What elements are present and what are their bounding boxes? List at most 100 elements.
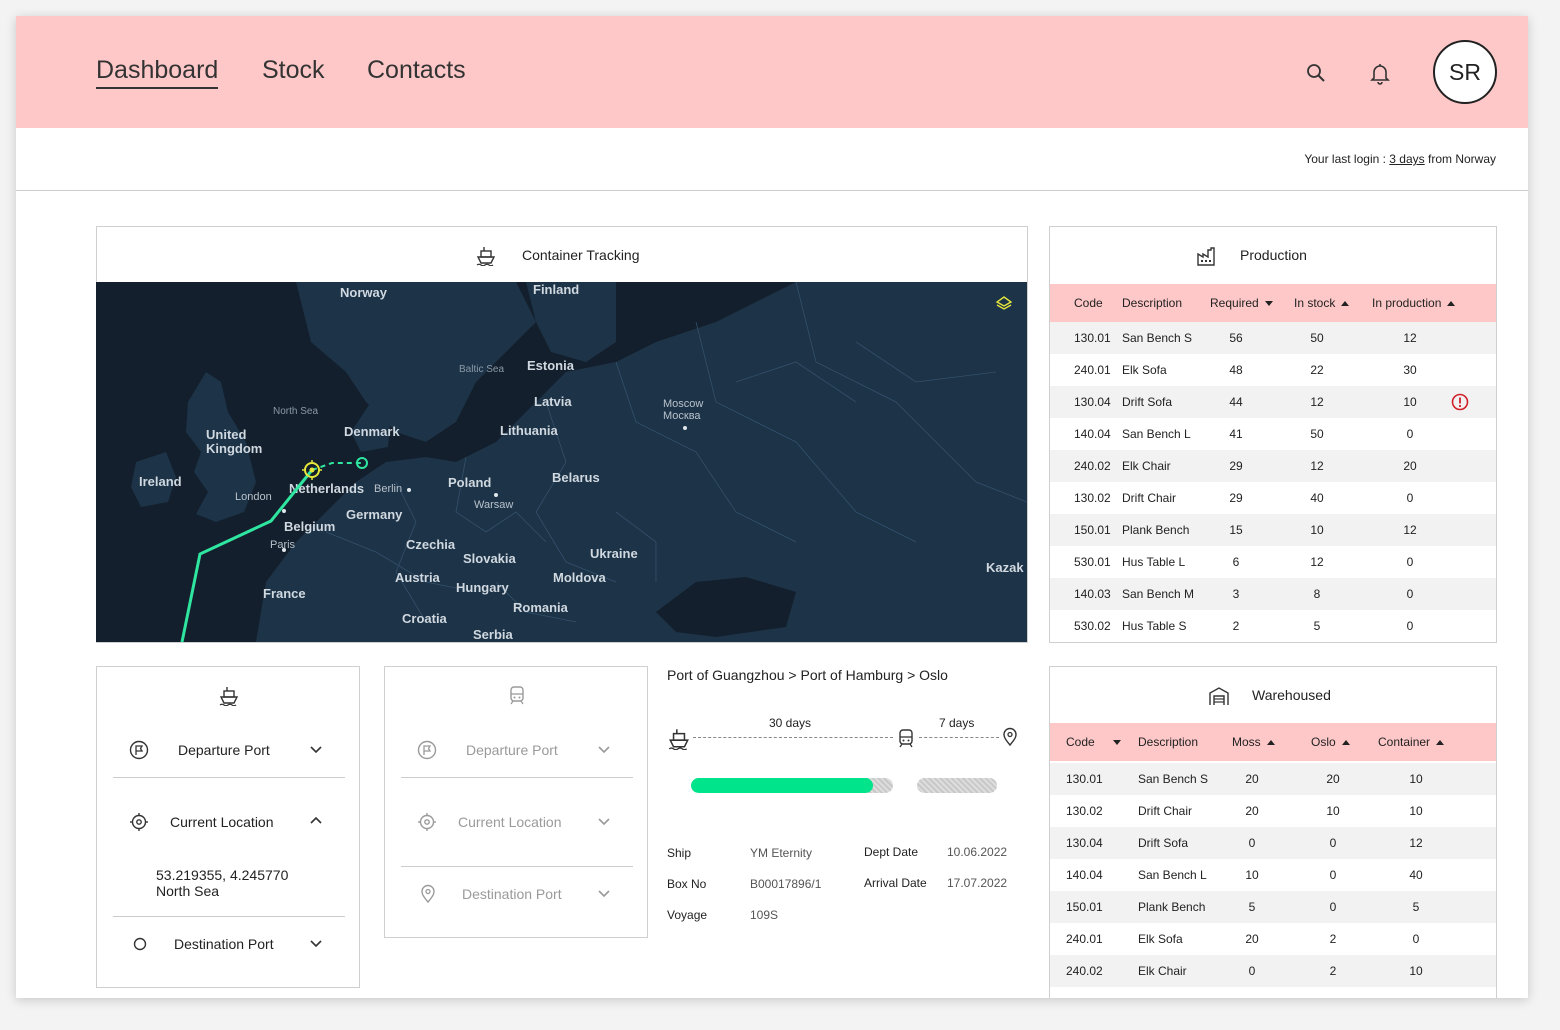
table-cell: 10 (1310, 523, 1324, 537)
table-row[interactable]: 530.01 Hus Table L 6 12 0 (1050, 546, 1496, 578)
table-cell: 8 (1313, 587, 1321, 601)
sort-desc-icon (1264, 301, 1273, 307)
search-icon[interactable] (1303, 60, 1329, 86)
train-departure-port-row[interactable]: Departure Port (401, 715, 633, 785)
map-label-latvia: Latvia (534, 394, 572, 409)
table-row[interactable]: 240.01 Elk Sofa 48 22 30 (1050, 354, 1496, 386)
table-cell: Hus Table L (1122, 555, 1186, 569)
departure-port-row[interactable]: Departure Port (113, 715, 345, 785)
table-cell: 12 (1403, 331, 1417, 345)
chevron-down-icon[interactable] (597, 886, 611, 900)
header-divider (16, 190, 1528, 191)
table-cell: 0 (1248, 964, 1256, 978)
nav-dashboard[interactable]: Dashboard (96, 56, 219, 89)
map-label-poland: Poland (448, 475, 492, 490)
table-cell: San Bench L (1138, 868, 1207, 882)
table-row[interactable]: 240.01 Elk Sofa 20 2 0 (1050, 923, 1496, 955)
table-cell: 6 (1232, 555, 1240, 569)
table-cell: Drift Chair (1122, 491, 1177, 505)
table-row[interactable]: 130.02 Drift Chair 20 10 10 (1050, 795, 1496, 827)
map-label-hungary: Hungary (456, 580, 509, 595)
map-label-moscow: Moscow Москва (663, 398, 704, 422)
nav-stock[interactable]: Stock (262, 56, 325, 84)
table-row[interactable]: 130.04 Drift Sofa 0 0 12 (1050, 827, 1496, 859)
table-cell: 20 (1245, 932, 1259, 946)
table-row[interactable]: 130.01 San Bench S 20 20 10 (1050, 763, 1496, 795)
table-row[interactable]: 240.02 Elk Chair 29 12 20 (1050, 450, 1496, 482)
map-label-norway: Norway (340, 285, 387, 300)
col-code[interactable]: Code (1066, 723, 1121, 761)
sort-asc-icon (1447, 301, 1456, 307)
tracking-map[interactable]: Norway Finland Estonia Baltic Sea Latvia… (96, 282, 1027, 642)
col-description[interactable]: Description (1138, 735, 1199, 749)
table-cell: 10 (1409, 772, 1423, 786)
table-row[interactable]: 530.02 Hus Table S 2 5 0 (1050, 610, 1496, 642)
table-cell: Drift Sofa (1138, 836, 1189, 850)
col-in-stock[interactable]: In stock (1294, 284, 1350, 322)
chevron-down-icon[interactable] (597, 814, 611, 828)
last-login-link[interactable]: 3 days (1389, 152, 1425, 166)
col-oslo[interactable]: Oslo (1311, 723, 1350, 761)
table-cell: 130.02 (1074, 491, 1111, 505)
chevron-down-icon[interactable] (597, 742, 611, 756)
app-frame: Dashboard Stock Contacts SR Your last lo… (16, 16, 1528, 998)
table-cell: 0 (1406, 555, 1414, 569)
chevron-up-icon[interactable] (309, 814, 323, 828)
table-row[interactable]: 130.04 Drift Sofa 44 12 10 (1050, 386, 1496, 418)
divider (401, 866, 633, 867)
current-location-row[interactable]: Current Location (113, 787, 345, 857)
table-row[interactable]: 150.01 Plank Bench 5 0 5 (1050, 891, 1496, 923)
table-cell: 0 (1406, 619, 1414, 633)
voyage-value: 109S (750, 908, 779, 922)
ship-icon (476, 247, 496, 266)
table-cell: San Bench L (1122, 427, 1191, 441)
sort-desc-icon (1112, 740, 1121, 746)
destination-port-row[interactable]: Destination Port (113, 909, 345, 979)
warehouse-icon (1209, 687, 1229, 705)
col-container[interactable]: Container (1378, 723, 1445, 761)
table-cell: Elk Chair (1138, 964, 1187, 978)
table-cell: 2 (1329, 932, 1337, 946)
route-destination-marker[interactable] (356, 457, 368, 469)
table-cell: 0 (1329, 868, 1337, 882)
table-cell: 0 (1406, 587, 1414, 601)
table-row[interactable]: 130.01 San Bench S 56 50 12 (1050, 322, 1496, 354)
train-current-location-row[interactable]: Current Location (401, 787, 633, 857)
table-row[interactable]: 140.04 San Bench L 10 0 40 (1050, 859, 1496, 891)
col-moss[interactable]: Moss (1232, 723, 1275, 761)
circle-icon (133, 937, 147, 951)
table-cell: 2 (1232, 619, 1240, 633)
table-row[interactable]: 140.04 San Bench L 41 50 0 (1050, 418, 1496, 450)
layers-icon[interactable] (995, 295, 1013, 313)
col-in-production[interactable]: In production (1372, 284, 1456, 322)
table-cell: 10 (1403, 395, 1417, 409)
map-land-layer (96, 282, 1027, 642)
map-label-london: London (235, 491, 272, 503)
table-cell: 40 (1409, 868, 1423, 882)
user-avatar[interactable]: SR (1433, 40, 1497, 104)
table-row[interactable]: 240.02 Elk Chair 0 2 10 (1050, 955, 1496, 987)
train-current-location-label: Current Location (458, 814, 562, 830)
table-cell: Elk Sofa (1138, 932, 1183, 946)
map-label-belarus: Belarus (552, 470, 600, 485)
table-cell: Drift Chair (1138, 804, 1193, 818)
table-row[interactable]: 140.03 San Bench M 3 8 0 (1050, 578, 1496, 610)
table-row[interactable]: 130.02 Drift Chair 29 40 0 (1050, 482, 1496, 514)
col-code[interactable]: Code (1074, 296, 1103, 310)
chevron-down-icon[interactable] (309, 742, 323, 756)
alert-icon[interactable] (1451, 393, 1469, 411)
crosshair-icon (130, 813, 148, 831)
table-cell: 150.01 (1066, 900, 1103, 914)
leg2-connector (919, 737, 999, 738)
table-cell: 50 (1310, 331, 1324, 345)
table-cell: 10 (1409, 964, 1423, 978)
chevron-down-icon[interactable] (309, 936, 323, 950)
current-location-coords: 53.219355, 4.245770 (156, 867, 289, 883)
col-description[interactable]: Description (1122, 296, 1183, 310)
train-destination-port-row[interactable]: Destination Port (401, 859, 633, 929)
col-required[interactable]: Required (1210, 284, 1273, 322)
map-label-ireland: Ireland (139, 474, 182, 489)
bell-icon[interactable] (1367, 60, 1393, 86)
nav-contacts[interactable]: Contacts (367, 56, 466, 84)
table-row[interactable]: 150.01 Plank Bench 15 10 12 (1050, 514, 1496, 546)
